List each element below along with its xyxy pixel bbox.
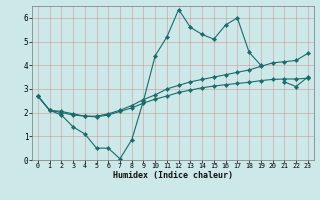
- X-axis label: Humidex (Indice chaleur): Humidex (Indice chaleur): [113, 171, 233, 180]
